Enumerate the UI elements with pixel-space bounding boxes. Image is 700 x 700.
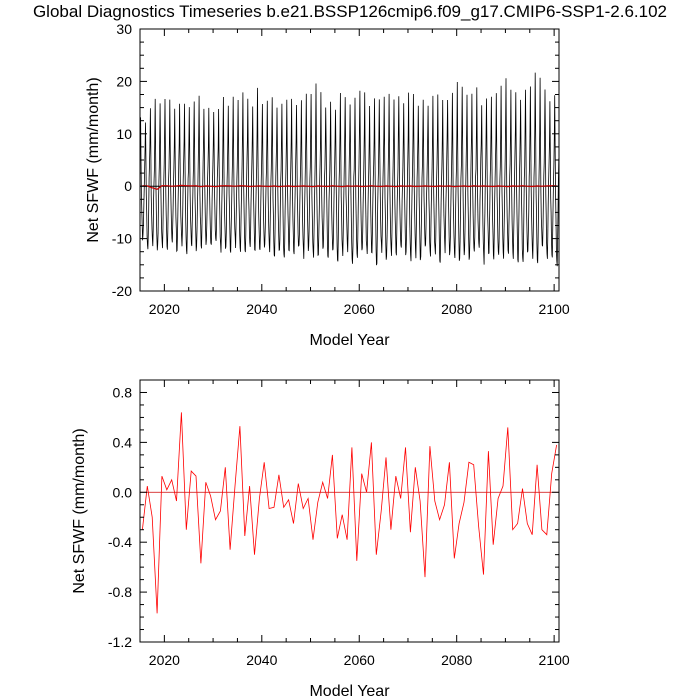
annual-x-tick-label: 2060 — [344, 652, 375, 668]
monthly-x-tick-label: 2020 — [149, 301, 180, 317]
annual-axes: -1.2 -0.8 -0.4 0.0 0.4 0.8 2020 2040 2060 2080 210… — [108, 380, 570, 668]
monthly-series-line — [139, 72, 560, 267]
annual-x-tick-label: 2020 — [149, 652, 180, 668]
annual-y-tick-label: -1.2 — [108, 634, 132, 650]
annual-y-tick-label: -0.4 — [108, 534, 132, 550]
annual-x-axis-label: Model Year — [309, 683, 390, 700]
annual-y-axis-label: Net SFWF (mm/month) — [71, 428, 88, 593]
monthly-timeseries-panel: -20 -10 0 10 20 30 2020 2040 2060 2080 2100 Model … — [85, 21, 570, 349]
annual-y-tick-label: 0.4 — [113, 434, 133, 450]
monthly-x-axis-label: Model Year — [309, 332, 390, 349]
monthly-y-tick-label: 30 — [116, 21, 132, 37]
annual-plot-frame — [139, 379, 560, 643]
monthly-x-tick-label: 2100 — [539, 301, 570, 317]
monthly-y-tick-label: -20 — [112, 283, 132, 299]
annual-y-tick-label: 0.8 — [113, 384, 133, 400]
monthly-axes: -20 -10 0 10 20 30 2020 2040 2060 2080 2100 — [112, 21, 570, 317]
monthly-x-tick-label: 2080 — [441, 301, 472, 317]
annual-y-tick-label: 0.0 — [113, 484, 133, 500]
monthly-x-tick-label: 2060 — [344, 301, 375, 317]
annual-x-tick-label: 2080 — [441, 652, 472, 668]
annual-series-line — [142, 412, 557, 614]
monthly-y-axis-label: Net SFWF (mm/month) — [85, 77, 102, 242]
monthly-y-tick-label: -10 — [112, 231, 132, 247]
monthly-y-tick-label: 20 — [116, 73, 132, 89]
annual-timeseries-panel: -1.2 -0.8 -0.4 0.0 0.4 0.8 2020 2040 2060 2080 210… — [71, 379, 570, 700]
annual-x-tick-label: 2040 — [246, 652, 277, 668]
annual-x-tick-label: 2100 — [539, 652, 570, 668]
monthly-x-tick-label: 2040 — [246, 301, 277, 317]
annual-plot-area — [140, 412, 559, 614]
page-title: Global Diagnostics Timeseries b.e21.BSSP… — [32, 2, 668, 21]
monthly-y-tick-label: 0 — [124, 178, 132, 194]
annual-y-tick-label: -0.8 — [108, 584, 132, 600]
monthly-y-tick-label: 10 — [116, 126, 132, 142]
monthly-annual-mean-line — [142, 184, 557, 190]
monthly-plot-area — [139, 72, 560, 267]
